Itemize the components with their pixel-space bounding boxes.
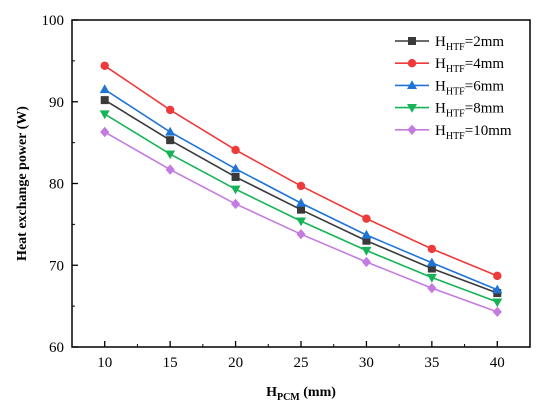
data-point bbox=[426, 273, 437, 283]
data-point bbox=[361, 256, 372, 268]
x-axis-title-main: H bbox=[266, 385, 277, 400]
data-point bbox=[100, 96, 109, 105]
legend-label-sub: HTF bbox=[446, 131, 465, 142]
x-tick-label: 40 bbox=[490, 355, 505, 371]
legend-marker bbox=[408, 37, 416, 45]
y-tick-label: 70 bbox=[49, 258, 64, 274]
data-point bbox=[99, 110, 110, 120]
series-5 bbox=[100, 126, 502, 318]
series-4 bbox=[99, 110, 503, 308]
legend-label: HHTF=10mm bbox=[435, 123, 512, 142]
legend-label-rest: =10mm bbox=[465, 123, 512, 139]
data-point bbox=[166, 136, 175, 145]
data-point bbox=[231, 172, 240, 181]
series-2 bbox=[100, 61, 502, 281]
y-tick-label: 90 bbox=[49, 95, 64, 111]
y-tick-label: 100 bbox=[42, 13, 65, 29]
x-tick-label: 10 bbox=[97, 355, 112, 371]
data-point bbox=[427, 282, 437, 294]
legend: HHTF=2mmHHTF=4mmHHTF=6mmHHTF=8mmHHTF=10m… bbox=[395, 34, 512, 142]
data-point bbox=[296, 228, 306, 240]
data-point bbox=[99, 84, 110, 94]
data-point bbox=[492, 284, 503, 294]
legend-label-rest: =8mm bbox=[465, 101, 505, 117]
data-point bbox=[100, 126, 110, 138]
legend-label-main: H bbox=[435, 56, 446, 72]
series-line bbox=[104, 65, 498, 277]
legend-label-rest: =2mm bbox=[465, 34, 505, 50]
data-point bbox=[492, 306, 502, 318]
y-tick-label: 80 bbox=[49, 177, 64, 193]
legend-label: HHTF=2mm bbox=[435, 34, 504, 53]
data-point bbox=[230, 185, 241, 195]
data-point bbox=[100, 61, 109, 70]
legend-label-sub: HTF bbox=[446, 86, 465, 97]
axis-ticks: 10 15 20 25 30 35 40 60 70 80 90 100 bbox=[42, 13, 505, 371]
legend-label-sub: HTF bbox=[446, 42, 465, 53]
legend-label: HHTF=6mm bbox=[435, 78, 504, 97]
legend-marker bbox=[407, 104, 417, 113]
data-point bbox=[427, 264, 436, 273]
legend-label-main: H bbox=[435, 34, 446, 50]
data-point bbox=[165, 126, 176, 136]
legend-marker bbox=[407, 124, 417, 135]
legend-item: HHTF=4mm bbox=[395, 56, 504, 75]
x-axis-title-sub: PCM bbox=[277, 392, 300, 403]
legend-item: HHTF=8mm bbox=[395, 101, 504, 120]
legend-marker bbox=[407, 59, 417, 68]
legend-label-rest: =6mm bbox=[465, 78, 505, 94]
x-tick-label: 25 bbox=[294, 355, 309, 371]
legend-label-sub: HTF bbox=[446, 64, 465, 75]
data-point bbox=[296, 197, 306, 207]
legend-label-main: H bbox=[435, 78, 446, 94]
data-point bbox=[362, 214, 371, 223]
x-tick-label: 35 bbox=[424, 355, 439, 371]
legend-label-main: H bbox=[435, 123, 446, 139]
legend-label: HHTF=4mm bbox=[435, 56, 504, 75]
data-point bbox=[165, 150, 176, 160]
x-tick-label: 30 bbox=[359, 355, 374, 371]
series-3 bbox=[99, 84, 503, 294]
y-axis-title: Heat exchange power (W) bbox=[15, 106, 30, 261]
legend-label-rest: =4mm bbox=[465, 56, 505, 72]
legend-item: HHTF=10mm bbox=[395, 123, 512, 142]
y-tick-label: 60 bbox=[49, 340, 64, 356]
legend-label-main: H bbox=[435, 101, 446, 117]
x-tick-label: 20 bbox=[228, 355, 243, 371]
legend-item: HHTF=6mm bbox=[395, 78, 504, 97]
data-point bbox=[362, 236, 371, 245]
data-point bbox=[165, 164, 175, 175]
legend-marker bbox=[407, 80, 417, 89]
data-point bbox=[361, 229, 372, 239]
data-point bbox=[297, 205, 305, 214]
data-point bbox=[493, 271, 502, 281]
legend-item: HHTF=2mm bbox=[395, 34, 504, 53]
data-point bbox=[361, 246, 372, 256]
series-layer bbox=[99, 61, 503, 318]
x-axis-title: HPCM (mm) bbox=[266, 385, 336, 403]
data-point bbox=[296, 217, 306, 227]
data-point bbox=[426, 257, 437, 267]
data-point bbox=[427, 244, 437, 254]
data-point bbox=[230, 163, 241, 173]
legend-label-sub: HTF bbox=[446, 109, 465, 120]
data-point bbox=[492, 298, 503, 308]
data-point bbox=[231, 145, 240, 155]
data-point bbox=[230, 198, 241, 210]
x-axis-title-rest: (mm) bbox=[300, 385, 336, 400]
legend-label: HHTF=8mm bbox=[435, 101, 504, 120]
data-point bbox=[165, 105, 175, 115]
x-tick-label: 15 bbox=[163, 355, 178, 371]
data-point bbox=[296, 181, 306, 191]
